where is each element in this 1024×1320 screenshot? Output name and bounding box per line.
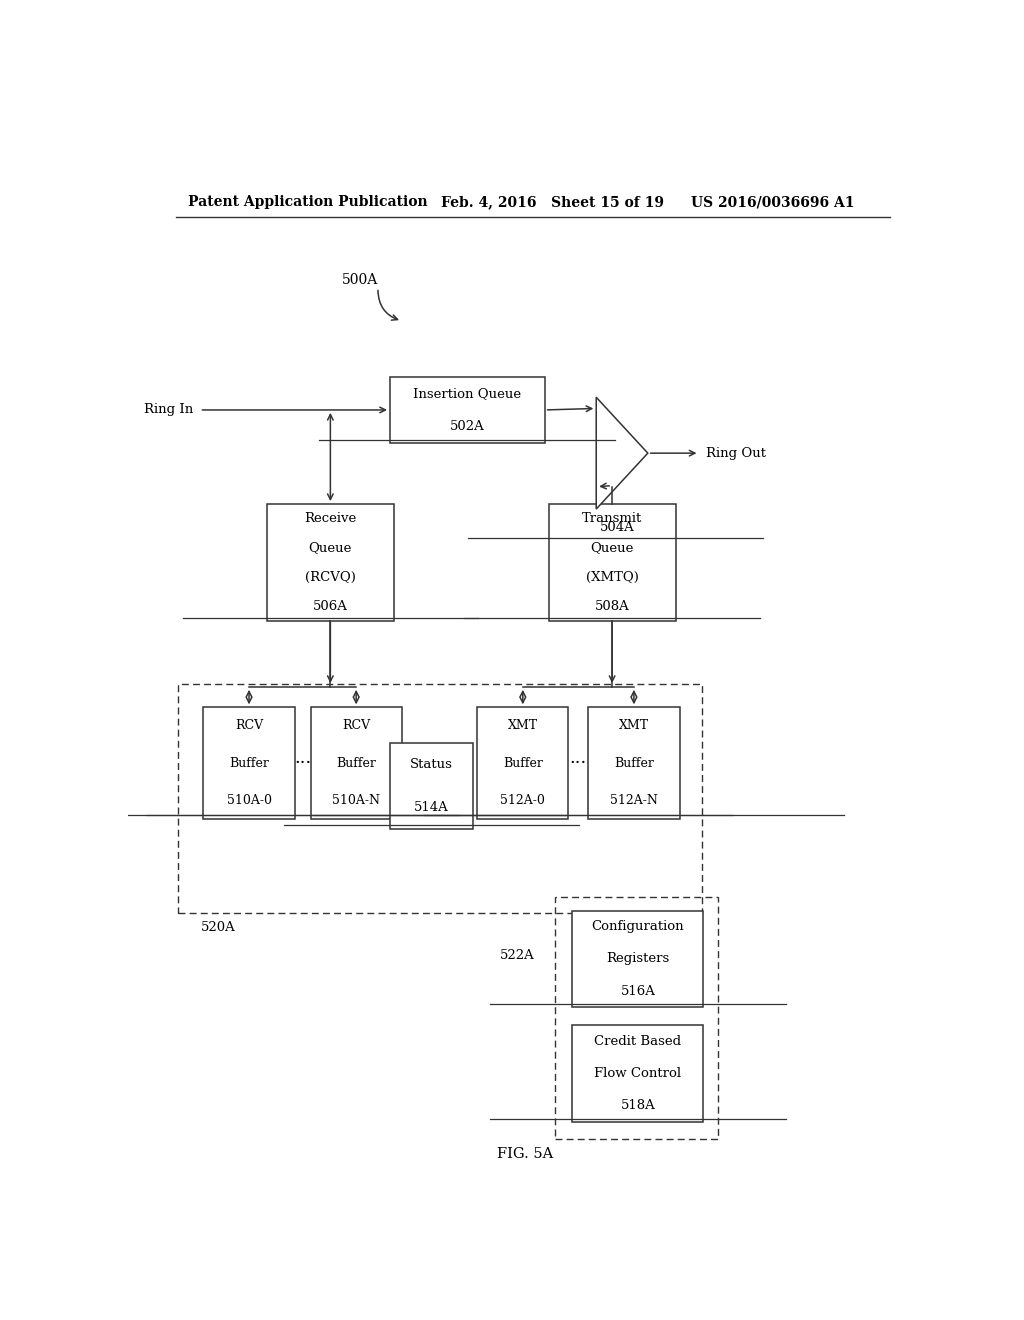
Text: FIG. 5A: FIG. 5A (497, 1147, 553, 1162)
Text: Status: Status (411, 758, 453, 771)
Text: 518A: 518A (621, 1100, 655, 1113)
Text: ···: ··· (294, 754, 311, 772)
Bar (310, 708, 401, 818)
Text: US 2016/0036696 A1: US 2016/0036696 A1 (691, 195, 855, 209)
Polygon shape (596, 397, 648, 510)
Text: 500A: 500A (342, 273, 379, 288)
Text: 514A: 514A (414, 801, 449, 814)
Text: Queue: Queue (308, 541, 352, 554)
Text: Credit Based: Credit Based (594, 1035, 681, 1048)
Text: 522A: 522A (500, 949, 535, 962)
Text: 520A: 520A (201, 921, 236, 933)
Text: Buffer: Buffer (503, 756, 543, 770)
Text: Flow Control: Flow Control (594, 1067, 681, 1080)
Bar (588, 708, 680, 818)
Text: ···: ··· (569, 754, 587, 772)
Text: Patent Application Publication: Patent Application Publication (187, 195, 427, 209)
Text: XMT: XMT (618, 719, 649, 733)
Text: 504A: 504A (599, 521, 634, 535)
Text: Registers: Registers (606, 952, 670, 965)
Text: (XMTQ): (XMTQ) (586, 570, 639, 583)
Text: (RCVQ): (RCVQ) (305, 570, 355, 583)
Text: 508A: 508A (595, 599, 630, 612)
Text: 506A: 506A (313, 599, 348, 612)
Text: Queue: Queue (591, 541, 634, 554)
Text: Buffer: Buffer (614, 756, 654, 770)
Text: 510A-0: 510A-0 (226, 793, 271, 807)
Text: 512A-0: 512A-0 (501, 793, 545, 807)
Bar (267, 504, 394, 620)
Bar (555, 898, 718, 1139)
Text: Insertion Queue: Insertion Queue (414, 387, 521, 400)
Bar (178, 684, 701, 912)
Text: 502A: 502A (450, 420, 484, 433)
Bar (572, 911, 703, 1007)
Text: Ring In: Ring In (143, 404, 194, 416)
Bar (572, 1026, 703, 1122)
Bar (204, 708, 295, 818)
Text: 510A-N: 510A-N (332, 793, 380, 807)
Text: Feb. 4, 2016   Sheet 15 of 19: Feb. 4, 2016 Sheet 15 of 19 (441, 195, 665, 209)
Text: Buffer: Buffer (229, 756, 269, 770)
Bar (390, 378, 545, 444)
Text: Configuration: Configuration (592, 920, 684, 933)
Text: RCV: RCV (234, 719, 263, 733)
Text: XMT: XMT (508, 719, 538, 733)
Text: RCV: RCV (342, 719, 371, 733)
Bar (477, 708, 568, 818)
Text: Transmit: Transmit (582, 512, 642, 525)
Text: Buffer: Buffer (336, 756, 376, 770)
Text: 516A: 516A (621, 985, 655, 998)
Text: Ring Out: Ring Out (706, 446, 766, 459)
Bar (390, 743, 473, 829)
Text: Receive: Receive (304, 512, 356, 525)
Text: 512A-N: 512A-N (610, 793, 657, 807)
Bar (549, 504, 676, 620)
